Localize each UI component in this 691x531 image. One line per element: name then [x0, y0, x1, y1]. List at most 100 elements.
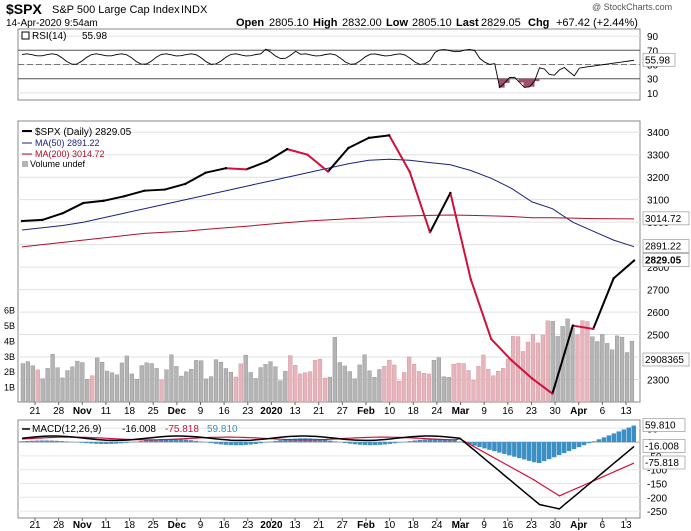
price-segment: [408, 171, 431, 233]
price-segment: [449, 192, 472, 280]
volume-bar: [109, 372, 115, 403]
macd-hist-bar: [188, 440, 194, 443]
macd-hist-bar: [44, 440, 49, 443]
price-point: [388, 134, 391, 137]
volume-bar: [506, 358, 511, 403]
macd-hist-bar: [541, 442, 547, 462]
x-tick-label: 25: [148, 520, 160, 531]
volume-tick-label: 6B: [4, 306, 15, 316]
x-tick-label: 13: [620, 520, 632, 531]
rsi-oversold-fill: [518, 78, 525, 83]
volume-bar: [515, 336, 521, 403]
macd-hist-bar: [228, 442, 233, 446]
rsi-line: [21, 48, 635, 89]
volume-bar: [342, 365, 347, 403]
x-tick-label: 30: [550, 520, 562, 531]
macd-hist-bar: [561, 442, 567, 454]
macd-hist-bar: [59, 441, 64, 443]
macd-tick-label: -200: [647, 493, 667, 504]
volume-bar: [372, 377, 377, 403]
volume-bar: [387, 359, 392, 403]
x-tick-label: 21: [313, 520, 325, 531]
macd-hist-bar: [447, 439, 452, 443]
volume-bar: [35, 369, 40, 403]
price-segment: [368, 134, 390, 139]
price-segment: [225, 167, 247, 171]
macd-hist-bar: [178, 439, 184, 443]
macd-tag-box: [642, 439, 686, 453]
volume-bar: [614, 335, 620, 403]
macd-hist-bar: [551, 442, 557, 458]
macd-label: MACD(12,26,9): [32, 424, 101, 435]
price-tick-label: 2300: [647, 376, 670, 387]
volume-bar: [357, 364, 362, 403]
price-tick-label: 3100: [647, 196, 670, 207]
x-tick-label: 28: [53, 406, 65, 417]
volume-bar: [114, 374, 120, 403]
volume-bar: [481, 354, 486, 403]
price-point: [612, 277, 615, 280]
volume-bar: [55, 367, 60, 403]
macd-hist-bar: [596, 439, 602, 443]
volume-bar: [20, 363, 25, 403]
volume-bar: [397, 380, 402, 403]
macd-hist-bar: [99, 442, 104, 444]
price-segment: [246, 160, 268, 171]
ma200-line: [21, 214, 635, 248]
volume-bar: [619, 336, 625, 403]
x-tick-label: 18: [124, 520, 136, 531]
macd-hist-bar: [362, 442, 368, 446]
volume-bar: [283, 370, 288, 403]
macd-tick-label: -150: [647, 479, 667, 490]
volume-bar: [169, 354, 174, 403]
legend-ma200: MA(200) 3014.72: [35, 149, 105, 159]
price-point: [347, 146, 350, 150]
macd-hist-bar: [313, 438, 318, 443]
price-segment: [184, 171, 207, 185]
macd-hist-bar: [517, 442, 522, 459]
macd-hist-bar: [84, 442, 89, 444]
x-tick-label: 13: [620, 406, 632, 417]
x-tick-label: 10: [384, 406, 396, 417]
volume-bar: [332, 337, 337, 403]
volume-bar: [520, 351, 526, 403]
volume-bar: [624, 352, 630, 403]
x-tick-label: 16: [502, 406, 514, 417]
volume-bar: [298, 373, 303, 403]
macd-hist-bar: [586, 442, 592, 444]
price-point: [592, 327, 595, 331]
price-point: [265, 160, 268, 163]
volume-bar: [80, 362, 85, 403]
volume-bar: [104, 370, 110, 403]
rsi-oversold-fill: [498, 78, 505, 88]
volume-tag-box: [642, 352, 690, 367]
legend-volume: Volume undef: [30, 159, 86, 169]
macd-hist-bar: [148, 439, 154, 443]
macd-hist-bar: [442, 439, 447, 443]
x-tick-label: Feb: [357, 406, 375, 417]
price-point: [102, 199, 105, 203]
macd-hist-bar: [163, 438, 169, 443]
macd-hist-bar: [238, 442, 243, 446]
macd-hist-bar: [576, 442, 582, 448]
volume-bar: [263, 364, 268, 403]
macd-hist-bar: [288, 438, 293, 443]
macd-hist-bar: [193, 440, 199, 443]
volume-tick-label: 3B: [4, 352, 15, 362]
macd-hist-bar: [253, 442, 258, 444]
macd-hist-bar: [467, 442, 472, 445]
volume-bar: [461, 363, 466, 403]
x-tick-label: Mar: [452, 406, 470, 417]
price-point: [490, 337, 493, 341]
x-tick-label: 27: [337, 520, 349, 531]
date-axis-bottom: 21 28 Nov 11 18 25 Dec 9 16 23 2020 13 21 27 Feb 10 18 24…: [29, 518, 632, 531]
x-tick-label: 13: [289, 520, 301, 531]
volume-bar: [238, 363, 243, 403]
macd-hist-bar: [407, 441, 413, 443]
volume-bar: [100, 362, 105, 403]
volume-bar: [466, 370, 471, 403]
price-segment: [103, 195, 125, 202]
price-segment: [205, 167, 227, 174]
macd-hist-bar: [342, 442, 348, 443]
price-segment: [612, 259, 635, 280]
